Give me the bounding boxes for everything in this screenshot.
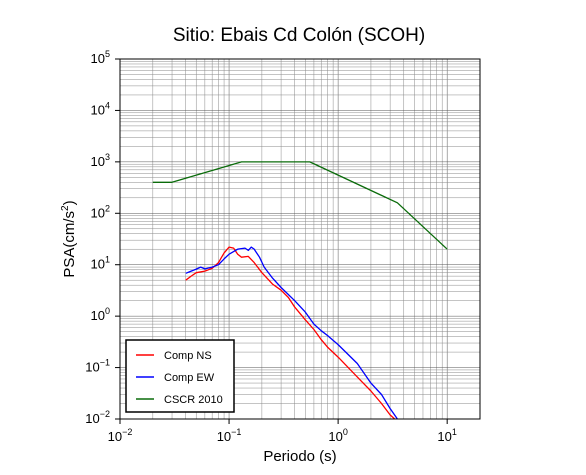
plot-frame <box>119 58 481 420</box>
y-tick-label: 100 <box>91 306 110 323</box>
series-line-2 <box>152 161 448 250</box>
y-tick-label: 10−2 <box>85 409 110 426</box>
x-tick-label: 10−1 <box>217 427 242 444</box>
chart-title: Sitio: Ebais Cd Colón (SCOH) <box>173 25 425 46</box>
y-tick-label: 101 <box>91 255 110 272</box>
y-tick-label: 105 <box>91 49 110 66</box>
y-axis-label: PSA(cm/s2) <box>60 200 78 277</box>
legend: Comp NS Comp EW CSCR 2010 <box>125 339 235 413</box>
x-tick-label: 100 <box>328 427 347 444</box>
y-tick-label: 104 <box>91 100 110 117</box>
series-line-0 <box>185 246 396 420</box>
y-tick-label: 102 <box>91 203 110 220</box>
y-tick-label: 10−1 <box>85 358 110 375</box>
series-line-1 <box>185 246 398 420</box>
axis-ticks: 10−2 10−1 100 101 10−2 10−1 100 101 102 103 104 105 <box>85 49 457 444</box>
x-tick-label: 10−2 <box>108 427 133 444</box>
legend-box <box>125 339 235 413</box>
legend-label: Comp NS <box>164 350 212 362</box>
x-tick-label: 101 <box>437 427 456 444</box>
legend-label: Comp EW <box>164 372 215 384</box>
series-layer <box>152 161 448 420</box>
legend-label: CSCR 2010 <box>164 394 223 406</box>
x-axis-label: Periodo (s) <box>263 448 336 465</box>
y-tick-label: 103 <box>91 152 110 169</box>
